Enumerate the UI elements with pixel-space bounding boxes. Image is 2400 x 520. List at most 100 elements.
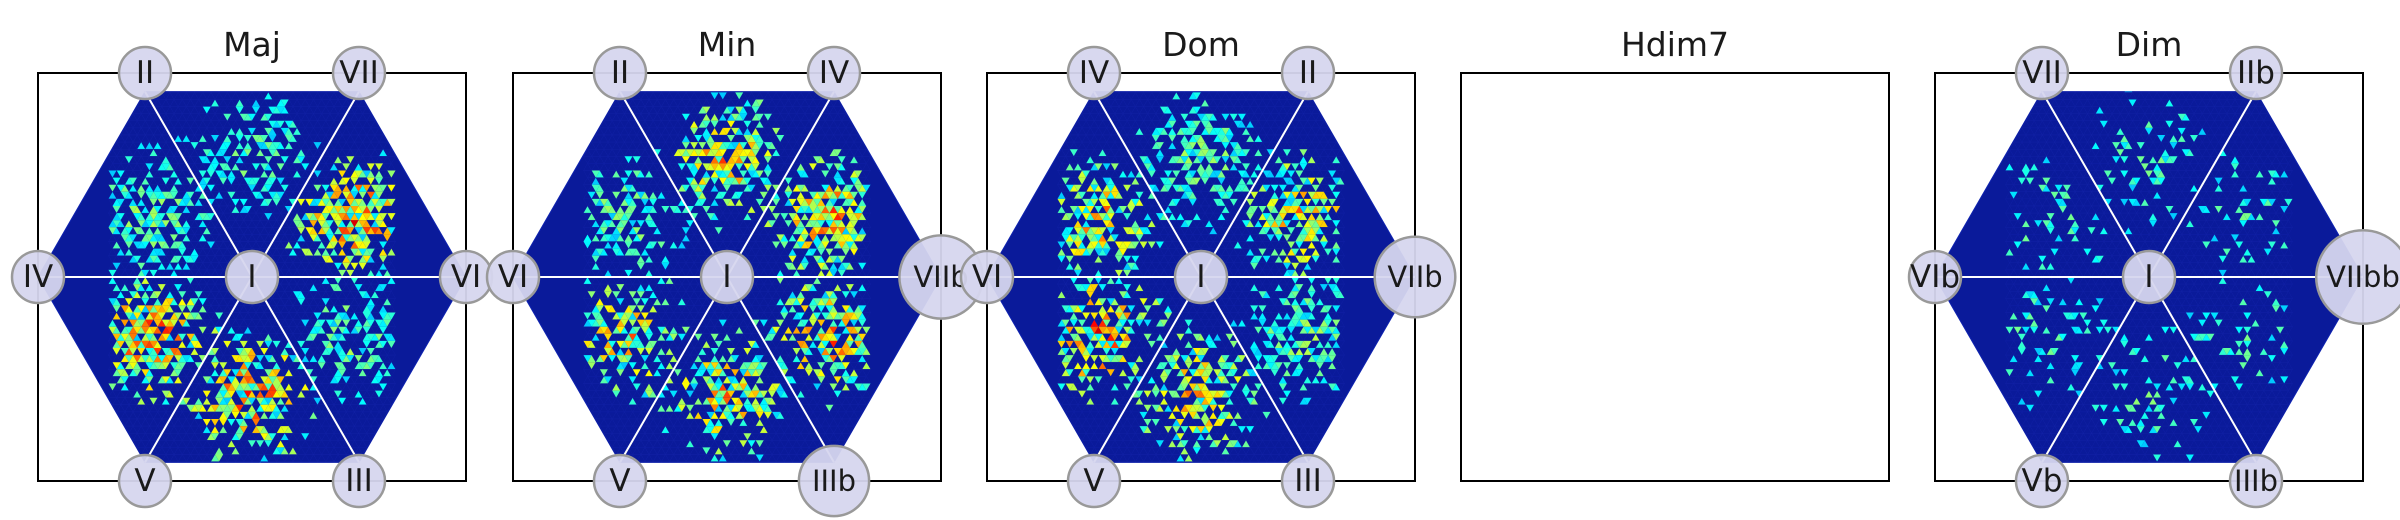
grid-cell [611, 205, 621, 214]
heat-cell [334, 362, 343, 370]
heat-cell [252, 426, 261, 434]
grid-cell [149, 141, 159, 150]
grid-cell [190, 198, 200, 207]
heat-cell [272, 120, 281, 128]
heat-cell [858, 198, 867, 206]
heat-cell [370, 376, 380, 384]
heat-cell [809, 163, 818, 171]
heat-cell [124, 298, 134, 306]
heat-cell [854, 184, 863, 192]
grid-cell [386, 134, 396, 143]
grid-cell [288, 127, 298, 136]
heat-cell [325, 220, 334, 228]
heat-cell [276, 191, 285, 199]
grid-cell [386, 298, 396, 306]
heat-cell [366, 213, 375, 221]
grid-cell [861, 113, 871, 122]
heat-cell [366, 362, 375, 370]
grid-cell [374, 439, 384, 448]
heat-cell [366, 163, 375, 171]
heat-cell [710, 127, 719, 135]
heat-cell [366, 191, 375, 199]
heat-cell [141, 177, 150, 185]
heat-cell [157, 362, 166, 370]
heat-cell [375, 376, 384, 384]
heat-cell [223, 369, 232, 377]
grid-cell [120, 220, 130, 228]
heat-cell [149, 213, 158, 221]
heat-cell [833, 170, 842, 178]
heat-cell [854, 206, 863, 214]
heat-cell [645, 170, 654, 178]
heat-cell [276, 120, 285, 128]
heat-cell [297, 291, 306, 299]
heat-cell [256, 191, 265, 199]
grid-cell [210, 461, 220, 463]
heat-cell [735, 177, 744, 185]
heat-cell [375, 369, 384, 377]
heat-cell [186, 355, 195, 363]
heat-cell [124, 241, 134, 249]
heat-cell [116, 362, 125, 370]
heat-cell [145, 184, 154, 192]
heat-cell [375, 206, 384, 214]
heat-cell [137, 326, 146, 334]
heat-cell [329, 163, 339, 171]
heat-cell [297, 390, 306, 398]
heat-cell [813, 191, 822, 199]
heat-cell [346, 255, 355, 263]
heat-cell [718, 191, 727, 199]
heat-cell [350, 248, 359, 256]
heat-cell [751, 135, 760, 143]
heat-cell [256, 397, 265, 405]
grid-cell [153, 262, 163, 271]
heat-cell [338, 234, 347, 242]
heat-cell [747, 163, 756, 171]
heat-cell [702, 106, 711, 114]
heat-cell [309, 333, 318, 341]
heat-cell [153, 234, 162, 242]
heat-cell [690, 149, 699, 157]
heat-cell [739, 142, 748, 150]
heat-cell [628, 206, 637, 214]
heat-cell [182, 206, 191, 214]
heat-cell [247, 184, 257, 192]
heat-cell [722, 177, 732, 185]
grid-cell [140, 212, 150, 221]
heat-cell [252, 163, 261, 171]
heat-cell [317, 213, 326, 221]
heat-cell [334, 333, 343, 341]
grid-cell [382, 447, 392, 455]
heat-cell [288, 135, 298, 143]
grid-cell [591, 92, 601, 100]
heat-cell [354, 163, 363, 171]
heat-cell [157, 248, 166, 256]
grid-cell [382, 91, 392, 93]
heat-cell [772, 198, 781, 206]
grid-cell [112, 454, 122, 462]
grid-cell [108, 411, 118, 420]
grid-cell [235, 461, 245, 463]
heat-cell [186, 198, 195, 206]
grid-cell [693, 177, 703, 186]
heat-cell [305, 248, 314, 256]
heat-cell [309, 220, 318, 228]
heat-cell [702, 120, 711, 128]
node-v-circle [117, 453, 173, 509]
heat-cell [727, 106, 736, 114]
heat-cell [317, 220, 326, 228]
heat-cell [247, 355, 257, 363]
grid-cell [108, 99, 118, 107]
heat-cell [108, 326, 117, 334]
heat-cell [763, 177, 773, 185]
heat-cell [858, 206, 867, 214]
heat-cell [354, 284, 363, 292]
heat-cell [260, 113, 269, 121]
heat-cell [190, 248, 199, 256]
heat-cell [252, 419, 261, 427]
grid-cell [841, 99, 851, 107]
heat-cell [334, 312, 343, 320]
heat-cell [804, 206, 814, 214]
heat-cell [198, 234, 207, 242]
heat-cell [620, 177, 629, 185]
